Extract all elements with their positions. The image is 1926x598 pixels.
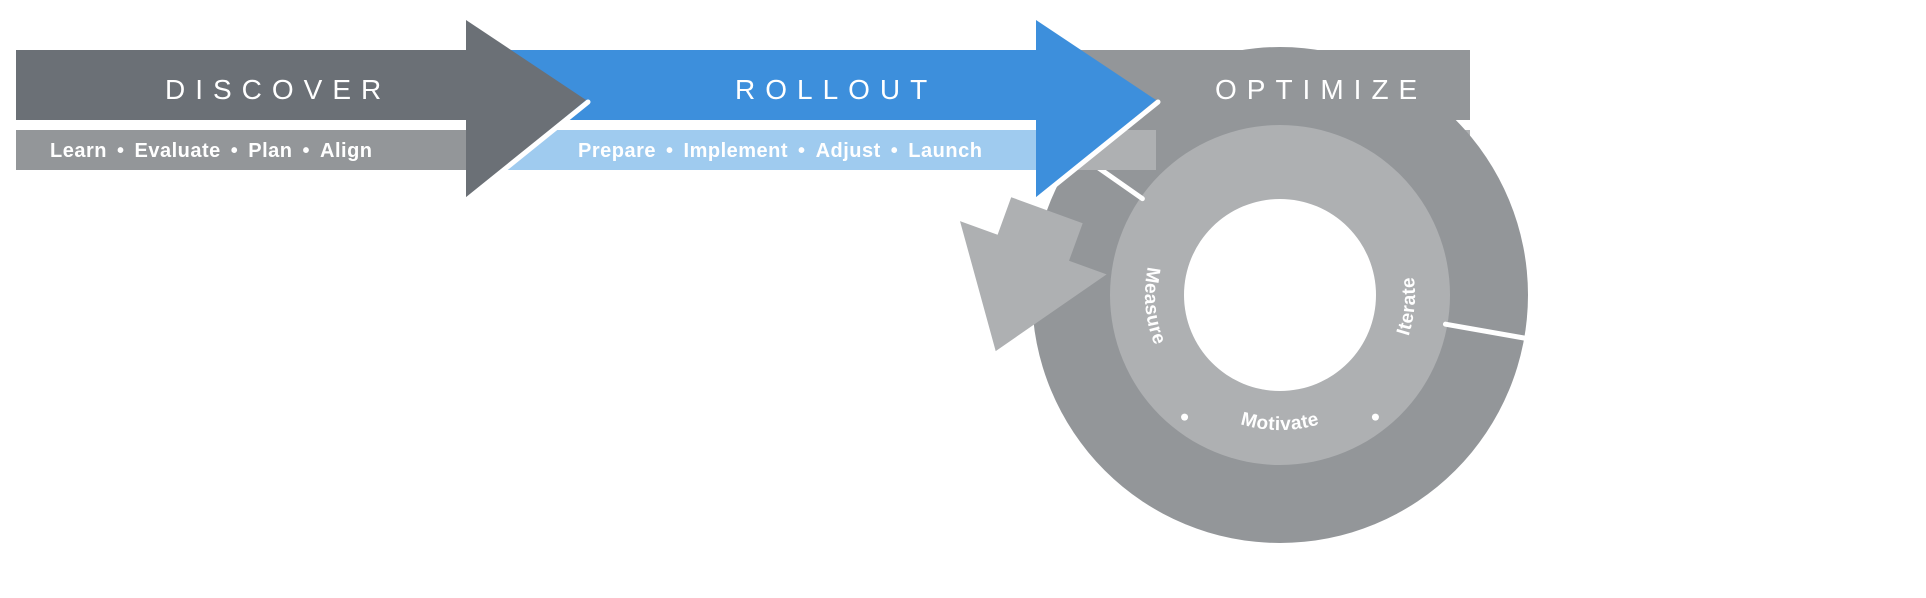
optimize-title: OPTIMIZE	[1215, 74, 1427, 106]
flow-diagram: MeasureMotivateIterate DISCOVERLearn•Eva…	[0, 0, 1926, 598]
discover-arrow-head	[466, 20, 586, 200]
cycle-center-hole	[1184, 199, 1376, 391]
rollout-title: ROLLOUT	[735, 74, 937, 106]
discover-title: DISCOVER	[165, 74, 391, 106]
cycle-label-dot-1	[1372, 414, 1379, 421]
rollout-subtitle: Prepare•Implement•Adjust•Launch	[578, 140, 982, 163]
discover-subtitle: Learn•Evaluate•Plan•Align	[50, 140, 373, 163]
cycle-label-dot-0	[1181, 414, 1188, 421]
